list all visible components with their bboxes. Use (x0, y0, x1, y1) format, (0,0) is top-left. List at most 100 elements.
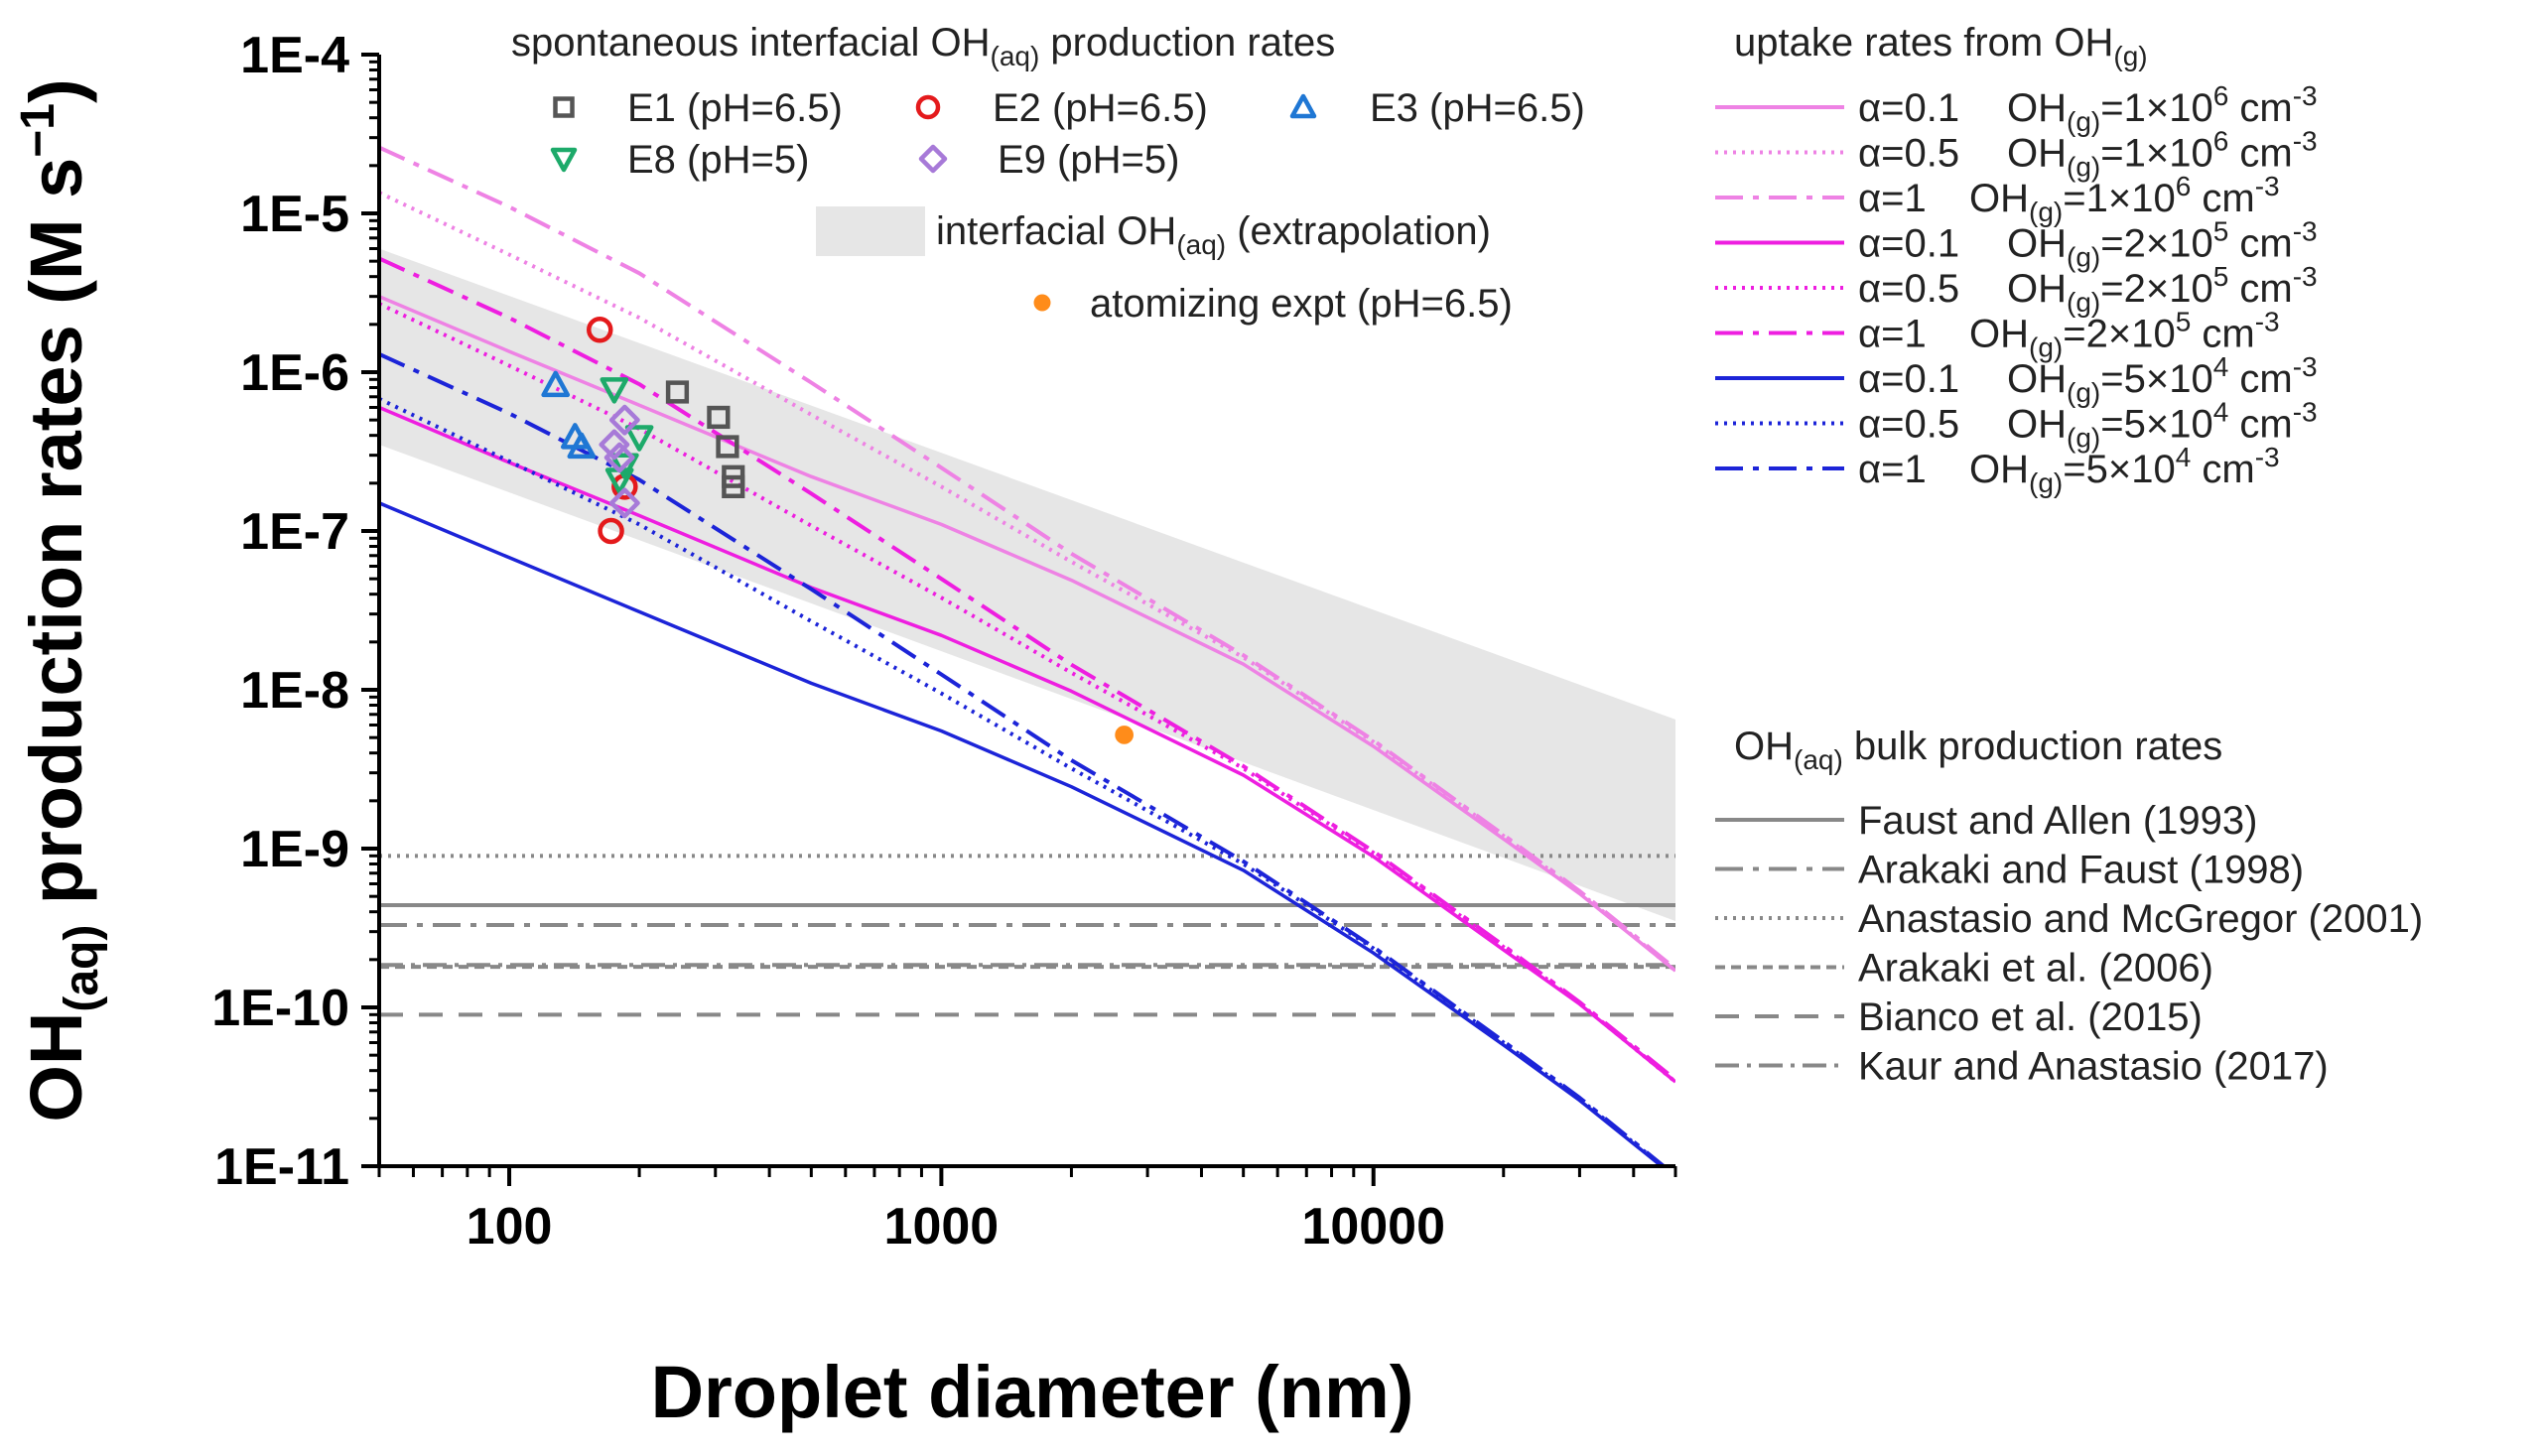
legend-uptake-label-5-part-2: =2×10 (2063, 313, 2175, 356)
legend-uptake-label-0-part-4: cm (2228, 86, 2292, 130)
legend-uptake-label-3-part-4: cm (2228, 222, 2292, 266)
legend-uptake-label-6-part-3: 4 (2213, 351, 2229, 382)
legend-band-label-part-2: (extrapolation) (1226, 209, 1491, 253)
legend-uptake-label-8-part-2: =5×10 (2063, 448, 2175, 491)
legend-uptake-alpha-3: α=0.1 (1858, 222, 1959, 266)
legend-uptake-label-5-part-3: 5 (2176, 307, 2192, 337)
legend-uptake-label-4-part-2: =2×10 (2100, 267, 2212, 311)
point-4-0 (608, 404, 640, 436)
legend-title-bulk-part-1: (aq) (1794, 744, 1843, 775)
point-0-2 (716, 435, 739, 459)
legend-uptake-label-1-part-1: (g) (2067, 152, 2100, 183)
legend-title-bulk-part-2: bulk production rates (1843, 725, 2222, 768)
legend-uptake-label-2-part-0: OH (1969, 177, 2029, 220)
legend-label-5: atomizing expt (pH=6.5) (1090, 282, 1513, 326)
y-tick-label-0: 1E-4 (240, 27, 349, 84)
legend-uptake-alpha-2: α=1 (1858, 177, 1927, 220)
legend-uptake-label-3-part-1: (g) (2067, 242, 2100, 273)
legend-uptake-label-2-part-5: -3 (2255, 171, 2280, 201)
extrapolation-band-area (379, 248, 1675, 921)
point-4-1 (599, 429, 630, 461)
y-axis-title-prefix: OH (15, 1012, 97, 1123)
legend-uptake-label-7: OH(g)=5×104 cm-3 (2007, 397, 2318, 454)
legend-bulk-label-3: Arakaki et al. (2006) (1858, 947, 2213, 991)
legend-uptake-alpha-4: α=0.5 (1858, 267, 1959, 311)
legend-title-interfacial-part-0: spontaneous interfacial OH (511, 21, 991, 65)
legend-uptake-label-6-part-5: -3 (2293, 351, 2318, 382)
legend-uptake-label-4-part-4: cm (2228, 267, 2292, 311)
point-1-2 (598, 517, 624, 545)
legend-title-uptake-part-0: uptake rates from OH (1734, 21, 2113, 65)
point-0-1 (707, 405, 731, 430)
legend-uptake-label-0-part-2: =1×10 (2100, 86, 2212, 130)
legend-uptake-label-0-part-3: 6 (2213, 80, 2229, 111)
legend-bulk-label-5: Kaur and Anastasio (2017) (1858, 1045, 2329, 1089)
point-0-4 (722, 474, 745, 498)
legend-band-swatch (816, 206, 925, 256)
x-tick-label-2: 10000 (1301, 1198, 1445, 1256)
legend-uptake-alpha-7: α=0.5 (1858, 403, 1959, 447)
legend-title-interfacial-part-2: production rates (1039, 21, 1335, 65)
y-tick-label-5: 1E-9 (240, 821, 349, 878)
legend-uptake-label-1: OH(g)=1×106 cm-3 (2007, 126, 2318, 183)
legend-uptake-label-3: OH(g)=2×105 cm-3 (2007, 216, 2318, 273)
legend-uptake-label-5-part-1: (g) (2029, 332, 2063, 363)
uptake-curve-0 (379, 295, 1675, 973)
axes: 1E-4 1E-5 1E-6 1E-7 1E-8 1E-9 1E-10 1E-11 100 100… (211, 27, 1677, 1256)
y-axis-title-close: ) (15, 78, 97, 103)
legend-title-interfacial: spontaneous interfacial OH(aq) productio… (511, 21, 1335, 71)
legend-uptake-alpha-6: α=0.1 (1858, 357, 1959, 401)
legend-uptake-label-8-part-3: 4 (2176, 442, 2192, 472)
legend-uptake-label-6-part-0: OH (2007, 357, 2067, 401)
y-axis-title-exponent: −1 (12, 103, 65, 158)
legend-uptake-alpha-5: α=1 (1858, 313, 1927, 356)
legend-uptake-label-7-part-0: OH (2007, 403, 2067, 447)
legend-uptake-label-4-part-3: 5 (2213, 261, 2229, 292)
point-3-1 (624, 425, 654, 452)
legend-uptake-label-5: OH(g)=2×105 cm-3 (1969, 307, 2280, 363)
uptake-curve-6 (379, 501, 1665, 1166)
legend-uptake-alpha-1: α=0.5 (1858, 132, 1959, 176)
legend-title-bulk-part-0: OH (1734, 725, 1794, 768)
point-4-2 (603, 442, 635, 473)
point-5-0 (1115, 726, 1134, 744)
legend-label-3: E8 (pH=5) (627, 138, 809, 182)
legend-marker-3 (550, 147, 578, 173)
legend-bulk-label-2: Anastasio and McGregor (2001) (1858, 897, 2423, 941)
legend-uptake-label-3-part-0: OH (2007, 222, 2067, 266)
legend-label-0: E1 (pH=6.5) (627, 86, 843, 130)
interfacial-rate-points (541, 317, 1134, 744)
x-tick-label-0: 100 (467, 1198, 553, 1256)
point-4-3 (608, 487, 640, 519)
y-axis-title-suffix: production rates (M s (15, 158, 97, 925)
y-tick-label-6: 1E-10 (211, 980, 349, 1037)
legend-uptake-label-2-part-3: 6 (2176, 171, 2192, 201)
legend-uptake-label-0: OH(g)=1×106 cm-3 (2007, 80, 2318, 137)
legend-uptake-label-2-part-4: cm (2191, 177, 2254, 220)
legend-uptake-label-5-part-5: -3 (2255, 307, 2280, 337)
y-axis-title-subscript: (aq) (56, 925, 108, 1012)
legend-label-1: E2 (pH=6.5) (993, 86, 1208, 130)
legend-uptake-label-8-part-1: (g) (2029, 467, 2063, 498)
legend-uptake-label-1-part-0: OH (2007, 132, 2067, 176)
legend-uptake-label-8-part-4: cm (2191, 448, 2254, 491)
legend: spontaneous interfacial OH (aq) productio… (511, 21, 2423, 1089)
legend-uptake-alpha-8: α=1 (1858, 448, 1927, 491)
legend-uptake-label-5-part-4: cm (2191, 313, 2254, 356)
legend-uptake-label-6-part-4: cm (2228, 357, 2292, 401)
y-tick-label-4: 1E-8 (240, 662, 349, 720)
legend-band-label-part-1: (aq) (1176, 229, 1226, 260)
legend-uptake-label-7-part-5: -3 (2293, 397, 2318, 428)
legend-uptake-label-8-part-5: -3 (2255, 442, 2280, 472)
uptake-curve-5 (379, 256, 1675, 1082)
legend-uptake-label-4: OH(g)=2×105 cm-3 (2007, 261, 2318, 318)
legend-uptake-label-2: OH(g)=1×106 cm-3 (1969, 171, 2280, 227)
legend-uptake-label-5-part-0: OH (1969, 313, 2029, 356)
x-axis-title: Droplet diameter (nm) (651, 1351, 1414, 1433)
legend-uptake-label-4-part-5: -3 (2293, 261, 2318, 292)
legend-marker-4 (918, 144, 948, 174)
legend-uptake-label-7-part-4: cm (2228, 403, 2292, 447)
legend-label-4: E9 (pH=5) (998, 138, 1179, 182)
bulk-rate-lines (379, 854, 1675, 1017)
legend-band-label: interfacial OH(aq) (extrapolation) (936, 209, 1491, 260)
